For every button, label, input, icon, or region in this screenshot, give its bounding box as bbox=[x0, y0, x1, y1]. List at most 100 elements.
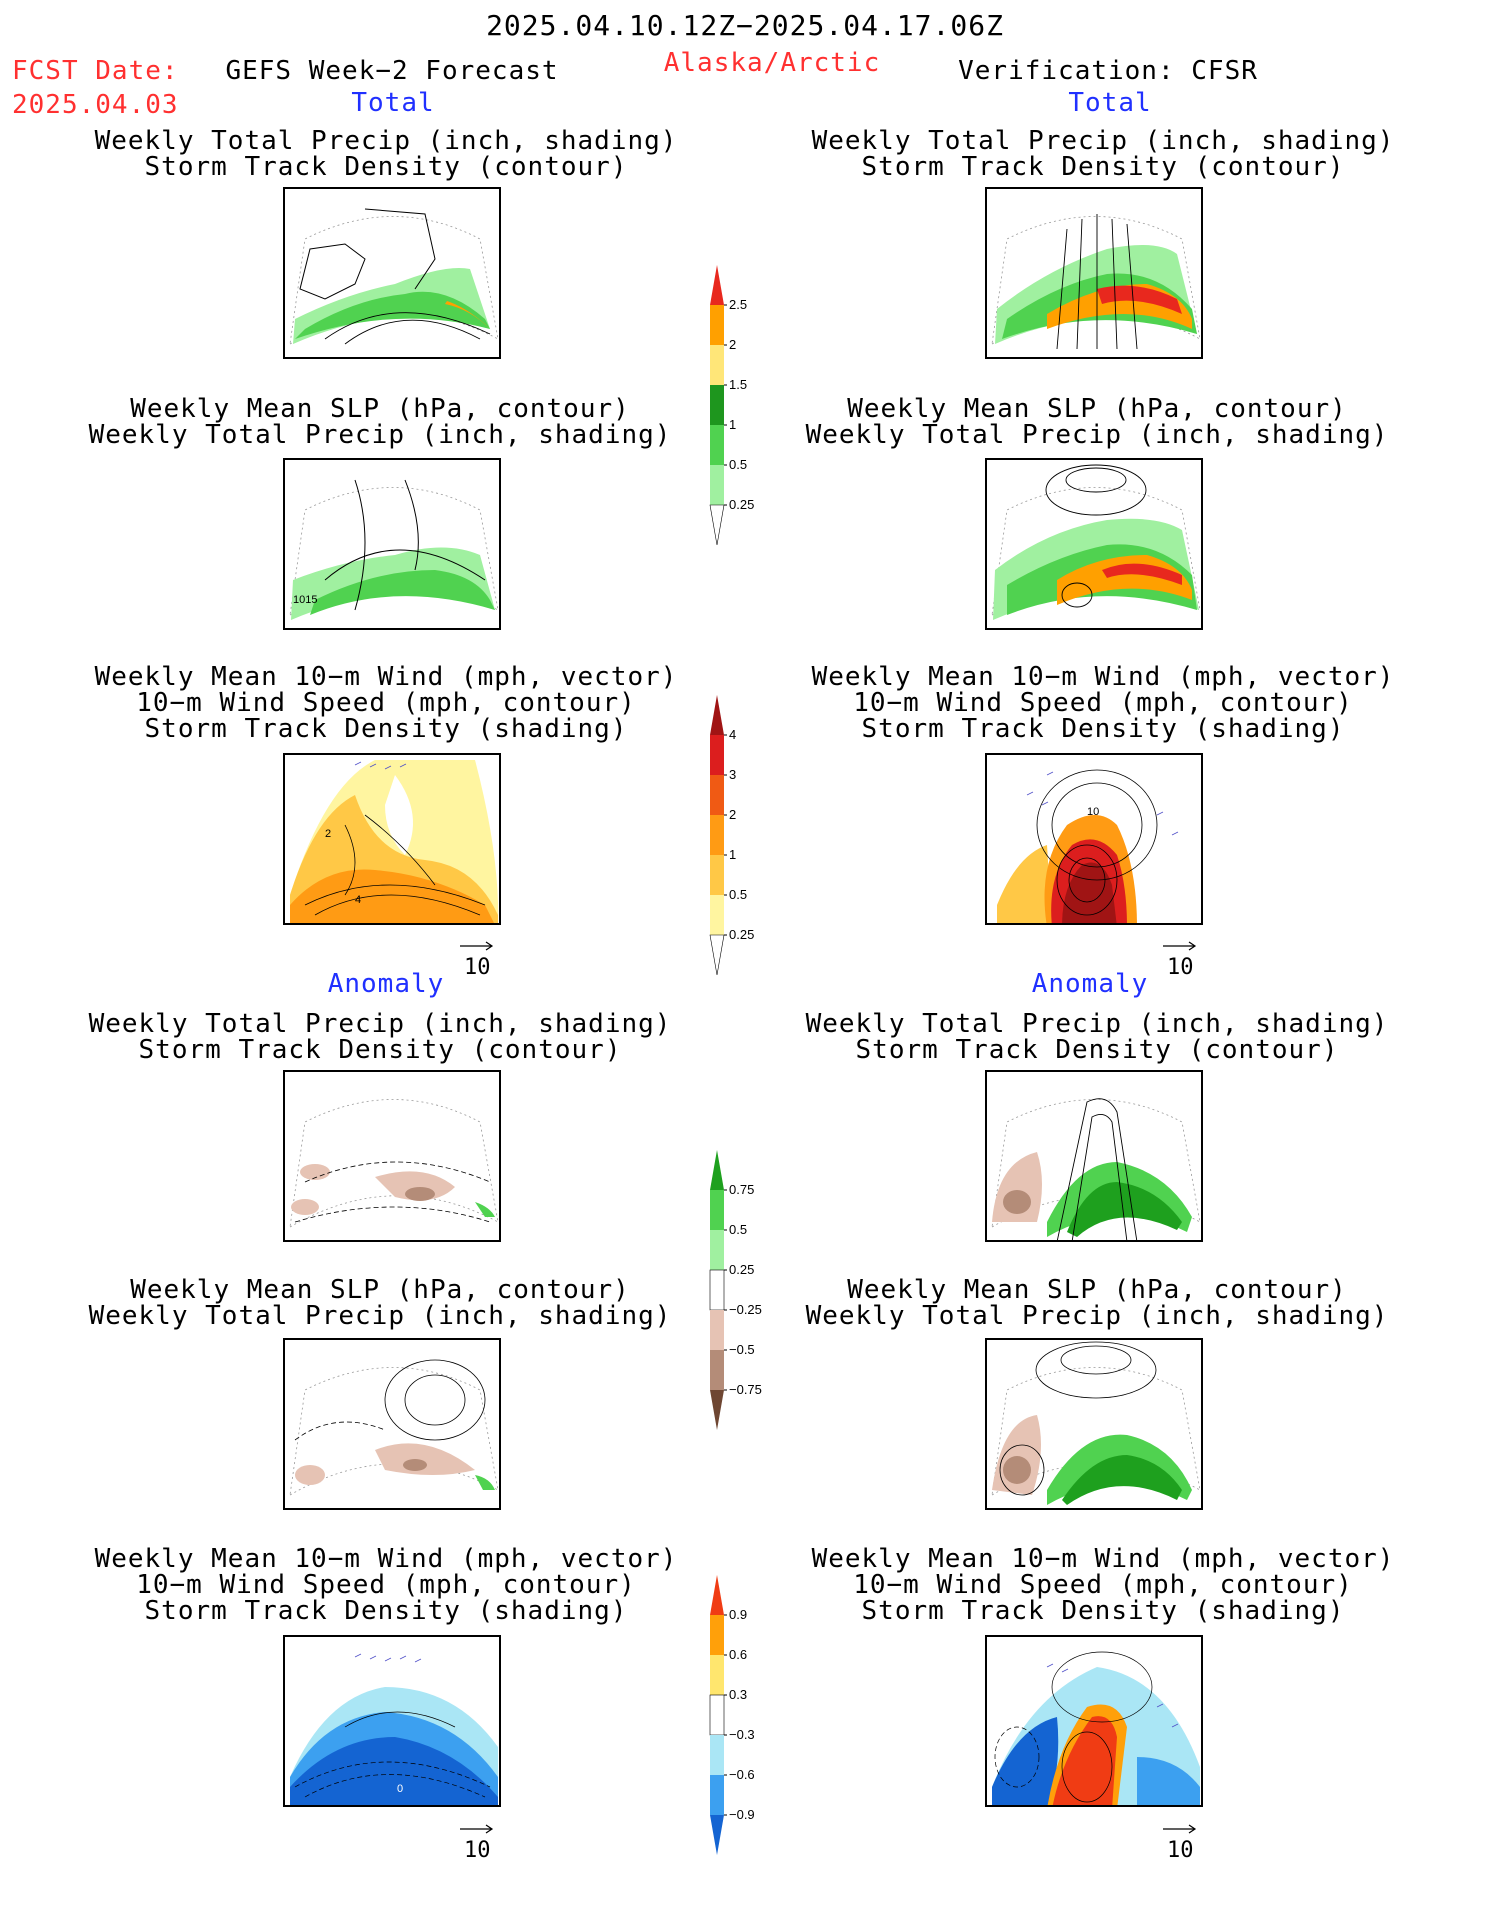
panel-title-line: Weekly Total Precip (inch, shading) bbox=[805, 1009, 1389, 1039]
panel-title-line: Storm Track Density (contour) bbox=[144, 152, 628, 182]
colorbar-tick-label: 2 bbox=[729, 337, 736, 352]
panel-title-line: 10−m Wind Speed (mph, contour) bbox=[136, 1570, 636, 1600]
colorbar-segment bbox=[710, 1230, 724, 1270]
wind-contour-label: 4 bbox=[355, 894, 361, 906]
vector-reference-label: 10 bbox=[1167, 1838, 1194, 1863]
panel-title-line: Weekly Mean 10−m Wind (mph, vector) bbox=[94, 662, 678, 692]
colorbar-precip-total: 2.5 2 1.5 1 0.5 0.25 bbox=[708, 265, 768, 549]
vector-reference-label: 10 bbox=[464, 955, 491, 980]
colorbar-tick-label: 1 bbox=[729, 847, 736, 862]
colorbar-storm-track-total: 4 3 2 1 0.5 0.25 bbox=[708, 695, 768, 979]
map-wind-track-fcst-anomaly: 0 bbox=[283, 1635, 501, 1807]
colorbar-tick-label: 1.5 bbox=[729, 377, 747, 392]
colorbar-segment bbox=[710, 385, 724, 425]
colorbar-tick-label: −0.25 bbox=[729, 1302, 762, 1317]
panel-title-line: Weekly Mean SLP (hPa, contour) bbox=[847, 1275, 1347, 1305]
panel-title-line: 10−m Wind Speed (mph, contour) bbox=[853, 1570, 1353, 1600]
colorbar-tick-label: 2 bbox=[729, 807, 736, 822]
colorbar-segment bbox=[710, 465, 724, 505]
wind-contour-label: 0 bbox=[397, 1783, 403, 1795]
map-slp-precip-fcst-anomaly bbox=[283, 1338, 501, 1510]
colorbar-tick-label: 1 bbox=[729, 417, 736, 432]
verification-title: Verification: CFSR bbox=[958, 56, 1258, 86]
panel-title-line: Weekly Mean SLP (hPa, contour) bbox=[130, 1275, 630, 1305]
map-slp-precip-cfsr-total bbox=[985, 458, 1203, 630]
region-title: Alaska/Arctic bbox=[663, 48, 881, 78]
colorbar-segment bbox=[710, 775, 724, 815]
panel-title-line: Weekly Total Precip (inch, shading) bbox=[88, 1009, 672, 1039]
colorbar-segment bbox=[710, 1735, 724, 1775]
colorbar-segment bbox=[710, 305, 724, 345]
colorbar-tick-label: 3 bbox=[729, 767, 736, 782]
colorbar-tick-label: 0.3 bbox=[729, 1687, 747, 1702]
colorbar-segment bbox=[710, 695, 724, 735]
colorbar-segment bbox=[710, 895, 724, 935]
panel-title-line: Storm Track Density (contour) bbox=[861, 152, 1345, 182]
colorbar-segment bbox=[710, 1350, 724, 1390]
colorbar-segment bbox=[709, 1694, 725, 1736]
panel-title-line: Storm Track Density (shading) bbox=[861, 714, 1345, 744]
colorbar-segment bbox=[710, 1775, 724, 1815]
colorbar-tick-label: 0.25 bbox=[729, 1262, 754, 1277]
map-precip-track-fcst-total bbox=[283, 187, 501, 359]
vector-reference-arrow: 10 bbox=[1163, 932, 1199, 980]
colorbar-tick-label: 0.5 bbox=[729, 887, 747, 902]
colorbar-segment bbox=[710, 1310, 724, 1350]
colorbar-segment bbox=[710, 735, 724, 775]
panel-title-line: 10−m Wind Speed (mph, contour) bbox=[136, 688, 636, 718]
colorbar-tick-label: 0.6 bbox=[729, 1647, 747, 1662]
wind-contour-label: 10 bbox=[1087, 806, 1099, 818]
colorbar-segment bbox=[710, 1655, 724, 1695]
colorbar-segment bbox=[710, 345, 724, 385]
colorbar-storm-track-anomaly: 0.9 0.6 0.3 −0.3 −0.6 −0.9 bbox=[708, 1575, 768, 1859]
colorbar-segment bbox=[710, 855, 724, 895]
panel-title-line: Storm Track Density (shading) bbox=[144, 1596, 628, 1626]
colorbar-segment bbox=[709, 1269, 725, 1311]
colorbar-segment bbox=[710, 425, 724, 465]
colorbar-tick-label: 0.25 bbox=[729, 497, 754, 512]
colorbar-segment bbox=[710, 1190, 724, 1230]
vector-reference-label: 10 bbox=[1167, 955, 1194, 980]
colorbar-tick-label: −0.9 bbox=[729, 1807, 755, 1822]
panel-title-line: Weekly Total Precip (inch, shading) bbox=[88, 1301, 672, 1331]
colorbar-tick-label: −0.5 bbox=[729, 1342, 755, 1357]
colorbar-tick-label: 0.25 bbox=[729, 927, 754, 942]
panel-title-line: Weekly Total Precip (inch, shading) bbox=[88, 420, 672, 450]
colorbar-precip-anomaly: 0.75 0.5 0.25 −0.25 −0.5 −0.75 bbox=[708, 1150, 768, 1434]
colorbar-segment bbox=[709, 504, 725, 546]
colorbar-segment bbox=[710, 815, 724, 855]
colorbar-tick-label: 0.5 bbox=[729, 1222, 747, 1237]
panel-title-line: Weekly Total Precip (inch, shading) bbox=[811, 126, 1395, 156]
colorbar-tick-label: 0.5 bbox=[729, 457, 747, 472]
colorbar-segment bbox=[710, 1150, 724, 1190]
panel-title-line: Weekly Mean 10−m Wind (mph, vector) bbox=[94, 1544, 678, 1574]
panel-title-line: 10−m Wind Speed (mph, contour) bbox=[853, 688, 1353, 718]
colorbar-tick-label: −0.75 bbox=[729, 1382, 762, 1397]
colorbar-tick-label: 0.75 bbox=[729, 1182, 754, 1197]
colorbar-segment bbox=[709, 934, 725, 976]
panel-title-line: Storm Track Density (shading) bbox=[144, 714, 628, 744]
colorbar-segment bbox=[710, 265, 724, 305]
fcst-date-value: 2025.04.03 bbox=[12, 90, 179, 120]
panel-title-line: Storm Track Density (contour) bbox=[138, 1035, 622, 1065]
colorbar-tick-label: 0.9 bbox=[729, 1607, 747, 1622]
vector-reference-arrow: 10 bbox=[460, 932, 496, 980]
fcst-date-label: FCST Date: bbox=[12, 56, 179, 86]
section-anomaly-right: Anomaly bbox=[1031, 969, 1149, 999]
panel-title-line: Storm Track Density (shading) bbox=[861, 1596, 1345, 1626]
colorbar-tick-label: −0.3 bbox=[729, 1727, 755, 1742]
colorbar-segment bbox=[710, 1615, 724, 1655]
map-wind-track-fcst-total: 2 4 bbox=[283, 753, 501, 925]
colorbar-segment bbox=[710, 1390, 724, 1430]
panel-title-line: Weekly Mean SLP (hPa, contour) bbox=[847, 394, 1347, 424]
panel-title-line: Storm Track Density (contour) bbox=[855, 1035, 1339, 1065]
vector-reference-arrow: 10 bbox=[1163, 1815, 1199, 1863]
colorbar-segment bbox=[710, 1815, 724, 1855]
section-total-left: Total bbox=[351, 88, 435, 118]
panel-title-line: Weekly Mean 10−m Wind (mph, vector) bbox=[811, 1544, 1395, 1574]
panel-title-line: Weekly Total Precip (inch, shading) bbox=[94, 126, 678, 156]
map-wind-track-cfsr-total: 10 bbox=[985, 753, 1203, 925]
map-precip-track-cfsr-total bbox=[985, 187, 1203, 359]
section-total-right: Total bbox=[1068, 88, 1152, 118]
colorbar-tick-label: −0.6 bbox=[729, 1767, 755, 1782]
